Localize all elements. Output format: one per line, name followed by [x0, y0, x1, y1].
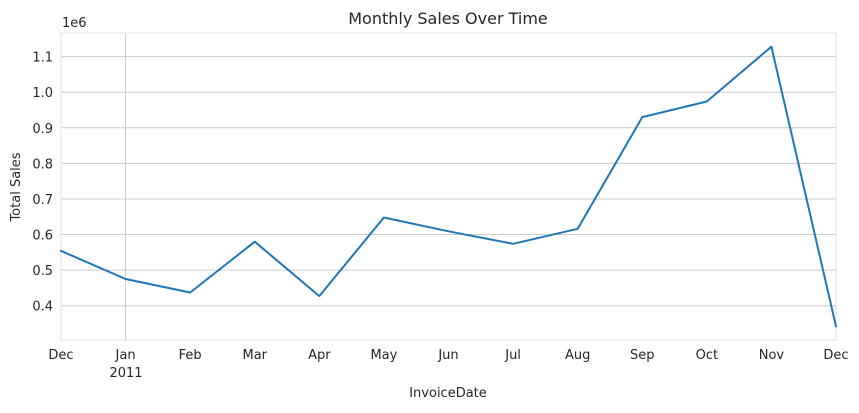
x-tick-label: May	[370, 348, 397, 363]
y-tick-label: 0.4	[32, 300, 53, 315]
y-tick-label: 0.5	[32, 264, 53, 279]
y-tick-label: 0.9	[32, 122, 53, 137]
y-offset-text: 1e6	[62, 16, 87, 31]
chart-title: Monthly Sales Over Time	[348, 9, 548, 28]
y-tick-label: 1.0	[32, 86, 53, 101]
y-tick-label: 0.8	[32, 157, 53, 172]
x-tick-label: Aug	[565, 348, 590, 363]
x-tick-label: Mar	[242, 348, 267, 363]
x-year-label: 2011	[109, 366, 142, 381]
x-tick-label: Sep	[630, 348, 655, 363]
x-tick-label: Oct	[696, 348, 718, 363]
grid-layer	[60, 32, 837, 341]
x-tick-label: Apr	[308, 348, 331, 363]
y-axis-title: Total Sales	[9, 152, 24, 222]
y-tick-label: 0.7	[32, 193, 53, 208]
x-tick-label: Dec	[48, 348, 73, 363]
y-tick-label: 1.1	[32, 51, 53, 66]
x-tick-label: Feb	[179, 348, 202, 363]
x-tick-label: Jul	[504, 348, 521, 363]
series-layer	[60, 45, 837, 328]
x-axis-title: InvoiceDate	[409, 386, 487, 401]
x-tick-label: Jun	[437, 348, 458, 363]
x-tick-label: Nov	[759, 348, 785, 363]
x-tick-label: Jan	[115, 348, 136, 363]
plot-frame	[60, 32, 837, 341]
x-tick-label: Dec	[823, 348, 848, 363]
series-line	[60, 45, 837, 328]
x-tick-labels: Dec Jan Feb Mar Apr May Jun Jul Aug Sep Oct Nov Dec	[48, 348, 848, 363]
y-tick-labels: 0.4 0.5 0.6 0.7 0.8 0.9 1.0 1.1	[32, 51, 53, 315]
y-tick-label: 0.6	[32, 229, 53, 244]
